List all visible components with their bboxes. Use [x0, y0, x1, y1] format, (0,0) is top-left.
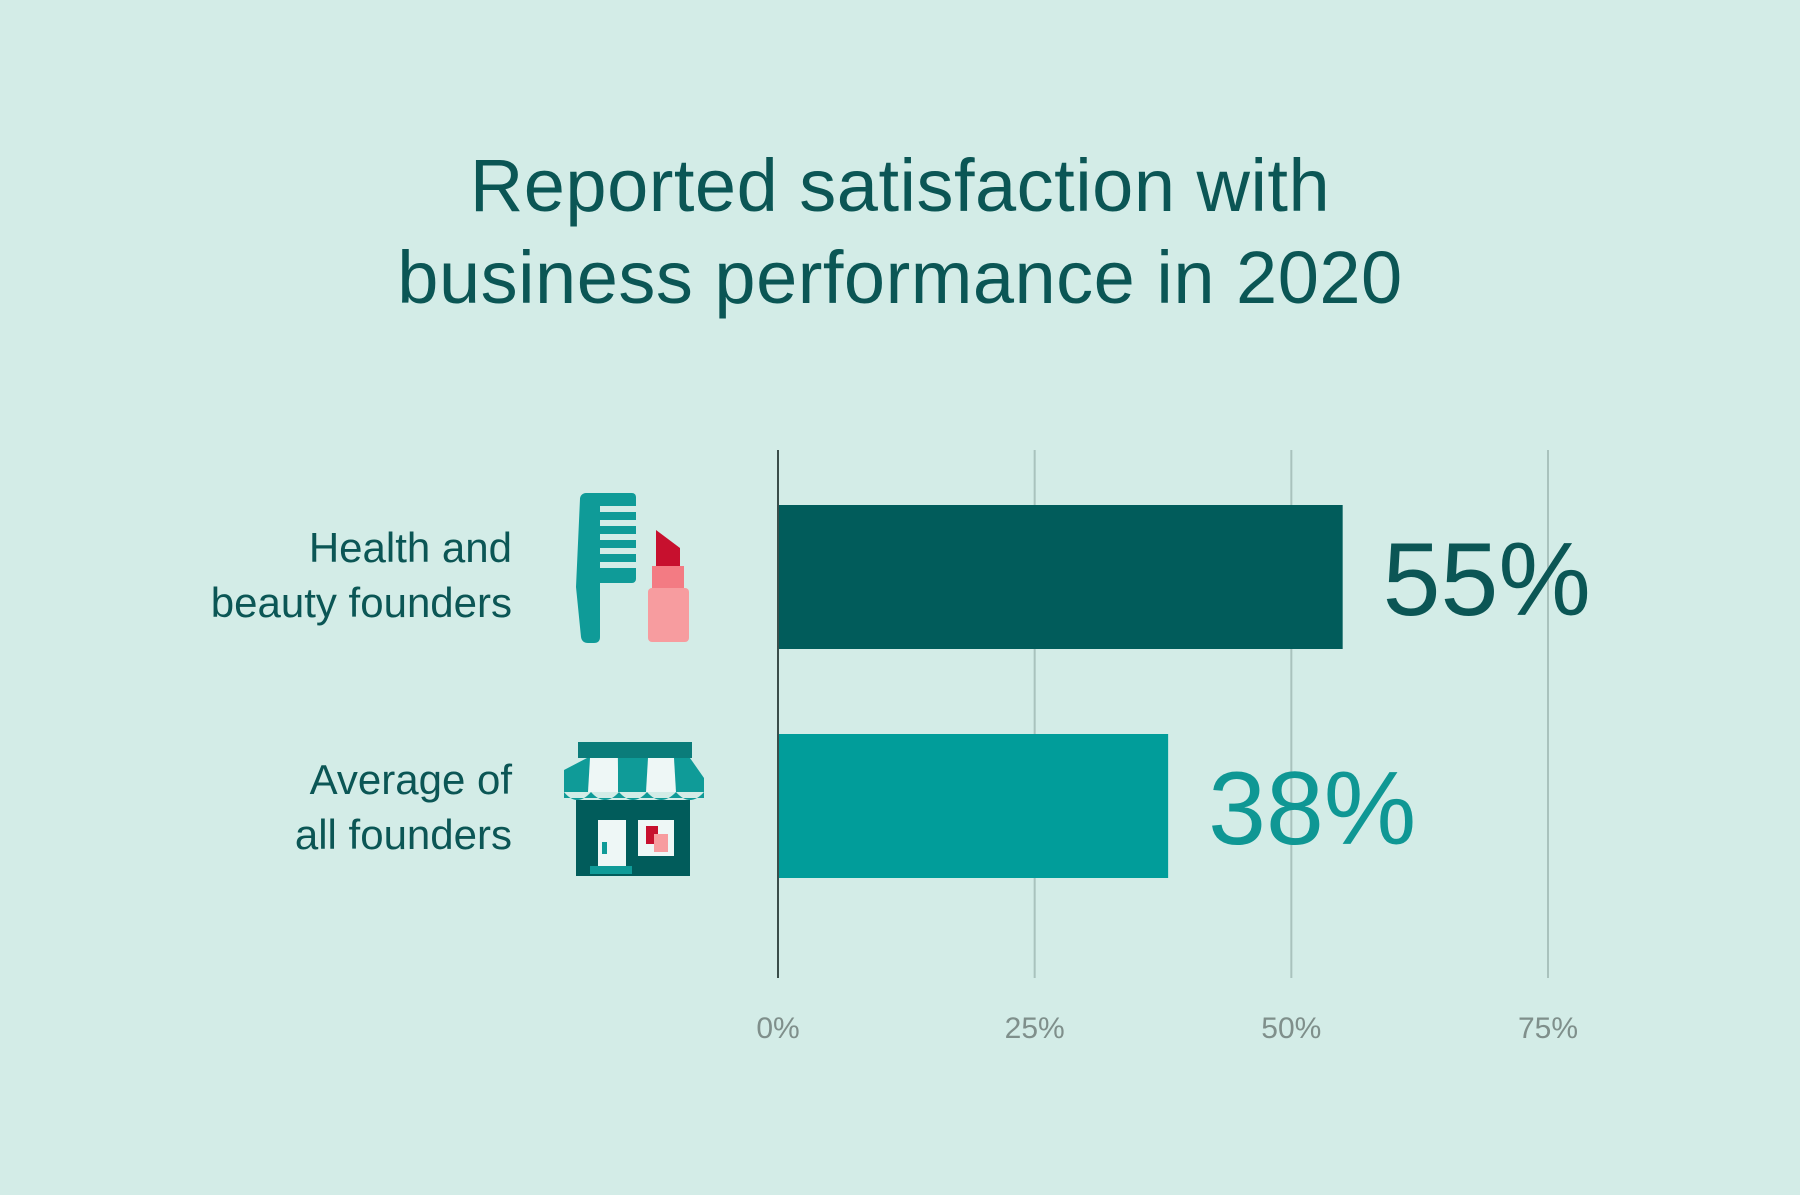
- x-tick-label: 50%: [1261, 1012, 1321, 1045]
- bars: [778, 505, 1343, 878]
- chart-title-line-1: Reported satisfaction with: [469, 144, 1331, 227]
- category-label-line-2: all founders: [294, 811, 512, 858]
- x-tick-labels: 0% 25% 50% 75%: [756, 1012, 1578, 1045]
- category-label-line-1: Average of: [309, 756, 512, 803]
- x-tick-label: 75%: [1518, 1012, 1578, 1045]
- bar: [778, 734, 1169, 878]
- chart-title: Reported satisfaction with business perf…: [0, 140, 1800, 324]
- category-label-all-founders: Average of all founders: [92, 752, 512, 862]
- comb-and-lipstick-icon: [576, 493, 689, 643]
- x-tick-label: 25%: [1005, 1012, 1065, 1045]
- data-labels: 55% 38%: [1208, 522, 1591, 867]
- bar: [778, 505, 1343, 649]
- data-label: 55%: [1383, 522, 1591, 638]
- chart-title-line-2: business performance in 2020: [397, 236, 1403, 319]
- x-tick-label: 0%: [756, 1012, 799, 1045]
- category-label-line-2: beauty founders: [210, 579, 512, 626]
- category-label-line-1: Health and: [308, 524, 512, 571]
- data-label: 38%: [1208, 751, 1416, 867]
- storefront-icon: [564, 742, 704, 876]
- category-label-health-beauty: Health and beauty founders: [92, 520, 512, 630]
